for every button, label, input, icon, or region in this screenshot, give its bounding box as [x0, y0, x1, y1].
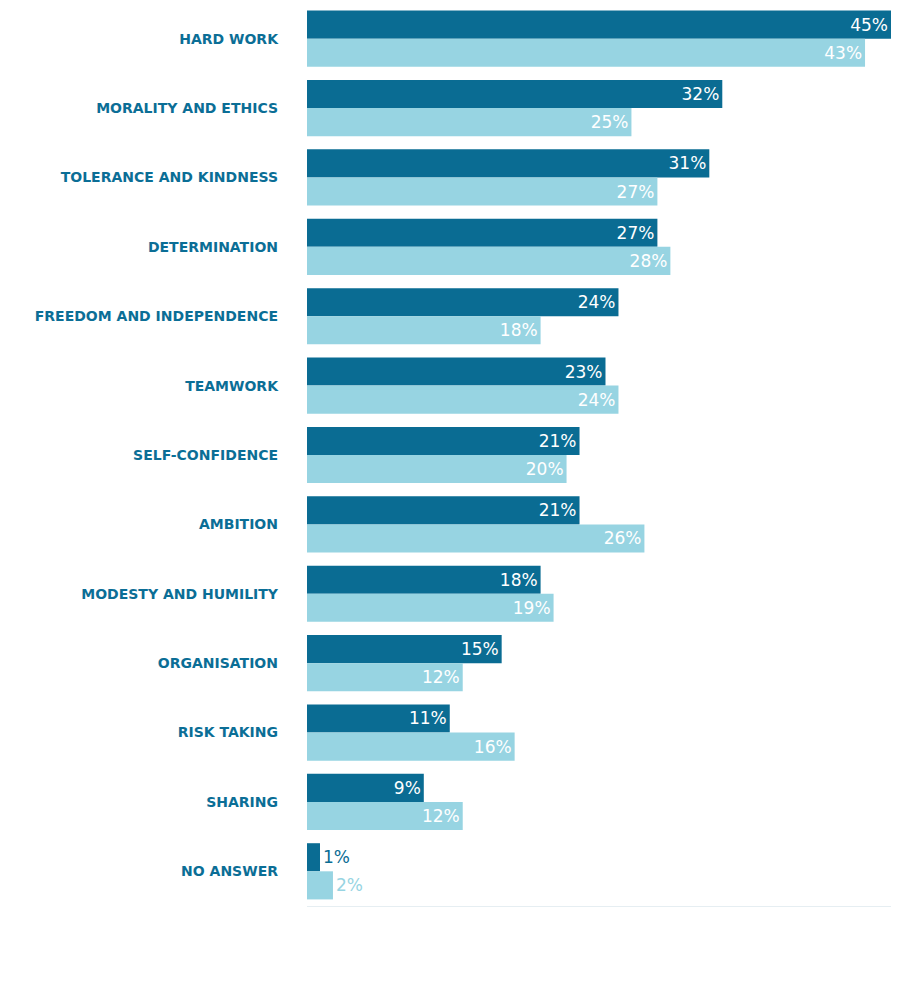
svg-text:MODESTY AND HUMILITY: MODESTY AND HUMILITY	[81, 586, 279, 602]
svg-text:2%: 2%	[336, 875, 363, 895]
svg-text:12%: 12%	[422, 667, 460, 687]
svg-text:25%: 25%	[591, 112, 629, 132]
svg-text:NO ANSWER: NO ANSWER	[181, 863, 278, 879]
svg-text:26%: 26%	[604, 528, 642, 548]
svg-text:RISK TAKING: RISK TAKING	[178, 724, 278, 740]
svg-text:TOLERANCE AND KINDNESS: TOLERANCE AND KINDNESS	[61, 169, 278, 185]
svg-text:16%: 16%	[474, 737, 512, 757]
svg-text:AMBITION: AMBITION	[199, 516, 278, 532]
svg-text:31%: 31%	[669, 153, 707, 173]
svg-text:28%: 28%	[630, 251, 668, 271]
svg-text:20%: 20%	[526, 459, 564, 479]
svg-text:DETERMINATION: DETERMINATION	[148, 239, 278, 255]
svg-text:27%: 27%	[617, 223, 655, 243]
svg-text:1%: 1%	[323, 847, 350, 867]
svg-text:FREEDOM AND INDEPENDENCE: FREEDOM AND INDEPENDENCE	[35, 308, 278, 324]
svg-text:19%: 19%	[513, 598, 551, 618]
svg-text:32%: 32%	[681, 84, 719, 104]
svg-text:18%: 18%	[500, 570, 538, 590]
svg-text:HARD WORK: HARD WORK	[179, 31, 279, 47]
svg-text:15%: 15%	[461, 639, 499, 659]
svg-text:SELF-CONFIDENCE: SELF-CONFIDENCE	[133, 447, 278, 463]
svg-text:45%: 45%	[850, 15, 888, 35]
svg-text:21%: 21%	[539, 500, 577, 520]
svg-text:24%: 24%	[578, 292, 616, 312]
svg-text:21%: 21%	[539, 431, 577, 451]
svg-text:TEAMWORK: TEAMWORK	[185, 378, 279, 394]
svg-text:23%: 23%	[565, 362, 603, 382]
svg-text:18%: 18%	[500, 320, 538, 340]
svg-text:ORGANISATION: ORGANISATION	[158, 655, 278, 671]
svg-text:24%: 24%	[578, 390, 616, 410]
svg-text:43%: 43%	[824, 43, 862, 63]
svg-text:12%: 12%	[422, 806, 460, 826]
svg-text:11%: 11%	[409, 708, 447, 728]
svg-text:MORALITY AND ETHICS: MORALITY AND ETHICS	[96, 100, 278, 116]
svg-text:27%: 27%	[617, 182, 655, 202]
svg-text:9%: 9%	[394, 778, 421, 798]
svg-text:SHARING: SHARING	[206, 794, 278, 810]
